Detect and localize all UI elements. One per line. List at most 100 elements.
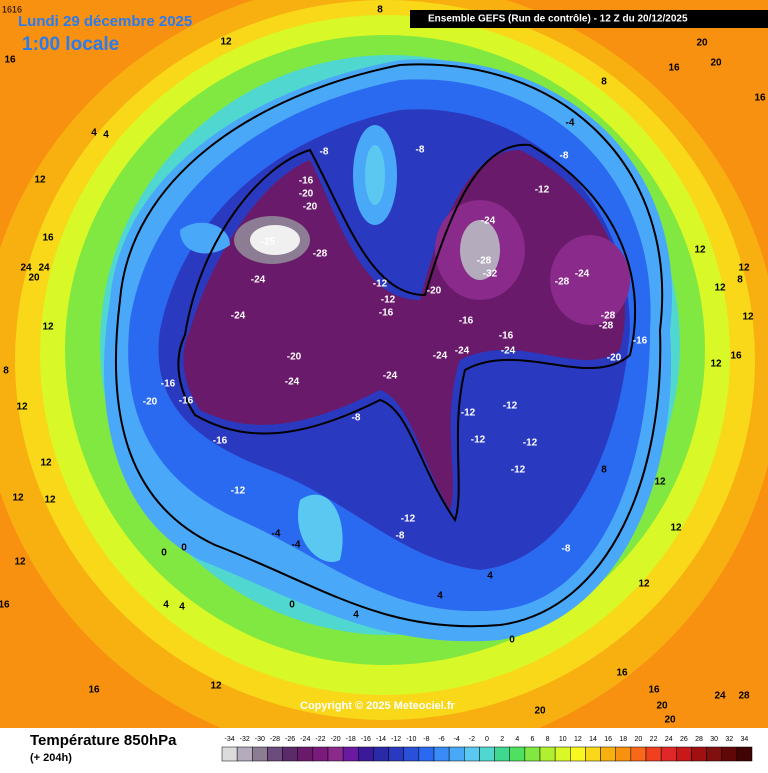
colorbar-label: -8 bbox=[423, 736, 429, 743]
map-label: 12 bbox=[714, 283, 726, 294]
map-label: -20 bbox=[427, 286, 442, 297]
color-swatch bbox=[509, 746, 526, 762]
map-label: 16 bbox=[616, 668, 628, 679]
color-swatch bbox=[721, 746, 738, 762]
map-label: 4 bbox=[103, 130, 109, 141]
map-label: -8 bbox=[320, 147, 329, 158]
colorbar-label: -6 bbox=[438, 736, 444, 743]
color-swatch bbox=[342, 746, 359, 762]
map-label: 16 bbox=[0, 600, 10, 611]
map-label: 16 bbox=[88, 685, 100, 696]
map-label: -20 bbox=[299, 189, 314, 200]
map-label: 12 bbox=[220, 37, 232, 48]
map-label: 20 bbox=[710, 58, 722, 69]
map-label: -16 bbox=[179, 396, 194, 407]
map-label: 12 bbox=[14, 557, 26, 568]
colorbar-label: 4 bbox=[515, 736, 519, 743]
colorbar-label: 12 bbox=[574, 736, 582, 743]
map-label: -8 bbox=[396, 531, 405, 542]
map-label: 12 bbox=[694, 245, 706, 256]
color-swatch bbox=[388, 746, 404, 762]
colorbar-label: -12 bbox=[391, 736, 401, 743]
colorbar-label: -14 bbox=[376, 736, 386, 743]
color-swatch bbox=[267, 746, 283, 762]
map-label: -24 bbox=[433, 351, 448, 362]
map-label: -8 bbox=[352, 413, 361, 424]
color-swatch bbox=[479, 746, 495, 762]
map-label: -12 bbox=[401, 514, 416, 525]
color-swatch bbox=[691, 746, 707, 762]
colorbar-label: 6 bbox=[530, 736, 534, 743]
map-label: -24 bbox=[231, 311, 246, 322]
map-label: -12 bbox=[381, 295, 396, 306]
contours bbox=[114, 63, 664, 628]
colorbar-label: 34 bbox=[741, 736, 749, 743]
color-swatch bbox=[282, 746, 298, 762]
map-label: -16 bbox=[633, 336, 648, 347]
colorbar-label: 26 bbox=[680, 736, 688, 743]
map-label: -28 bbox=[555, 277, 570, 288]
colorbar-label: 10 bbox=[559, 736, 567, 743]
colorbar-label: 0 bbox=[485, 736, 489, 743]
color-swatch bbox=[464, 746, 480, 762]
map-label: 0 bbox=[181, 543, 187, 554]
color-swatch bbox=[524, 746, 541, 762]
colorbar-label: 2 bbox=[500, 736, 504, 743]
valid-time: 1:00 locale bbox=[22, 34, 119, 55]
map-label: -12 bbox=[511, 465, 526, 476]
map-label: 12 bbox=[40, 458, 52, 469]
map-label: -12 bbox=[503, 401, 518, 412]
map-label: 4 bbox=[487, 571, 493, 582]
map-label: -12 bbox=[535, 185, 550, 196]
map-label: 12 bbox=[34, 175, 46, 186]
map-label: 4 bbox=[163, 600, 169, 611]
map-label: -8 bbox=[562, 544, 571, 555]
color-swatch bbox=[494, 746, 510, 762]
colorbar-label: -26 bbox=[285, 736, 295, 743]
map-label: 12 bbox=[742, 312, 754, 323]
map-label: -24 bbox=[575, 269, 590, 280]
map-label: -4 bbox=[566, 118, 575, 129]
map-label: 12 bbox=[12, 493, 24, 504]
map-label: -8 bbox=[560, 151, 569, 162]
map-label: -8 bbox=[416, 145, 425, 156]
map-label: -28 bbox=[599, 321, 614, 332]
colorbar-label: -24 bbox=[300, 736, 310, 743]
map-label: 8 bbox=[601, 465, 607, 476]
run-banner bbox=[410, 10, 768, 28]
map-label: 4 bbox=[179, 602, 185, 613]
map-label: -20 bbox=[303, 202, 318, 213]
colorbar-label: -34 bbox=[225, 736, 235, 743]
map-label: -16 bbox=[299, 176, 314, 187]
color-swatch bbox=[312, 746, 329, 762]
map-label: 16 bbox=[42, 233, 54, 244]
map-label: 16 bbox=[754, 93, 766, 104]
map-label: 12 bbox=[44, 495, 56, 506]
map-label: 20 bbox=[656, 701, 668, 712]
map-label: -20 bbox=[143, 397, 158, 408]
colorbar-label: 18 bbox=[619, 736, 627, 743]
color-swatch bbox=[418, 746, 435, 762]
map-label: 4 bbox=[91, 128, 97, 139]
map-label: 4 bbox=[353, 610, 359, 621]
colorbar-label: -4 bbox=[454, 736, 460, 743]
map-label: 20 bbox=[534, 706, 546, 717]
color-swatch bbox=[221, 746, 238, 762]
map-label: 4 bbox=[437, 591, 443, 602]
map-label: 0 bbox=[509, 635, 515, 646]
map-label: -16 bbox=[379, 308, 394, 319]
map-label: 20 bbox=[696, 38, 708, 49]
map-label: -4 bbox=[292, 540, 301, 551]
map-label: -12 bbox=[461, 408, 476, 419]
color-swatch bbox=[252, 746, 268, 762]
run-info: Ensemble GEFS (Run de contrôle) - 12 Z d… bbox=[428, 14, 688, 25]
color-swatch bbox=[448, 746, 465, 762]
colorbar-label: 16 bbox=[604, 736, 612, 743]
map-label: 24 bbox=[20, 263, 32, 274]
color-swatch bbox=[736, 746, 753, 762]
map-label: -20 bbox=[607, 353, 622, 364]
color-swatch bbox=[236, 746, 253, 762]
map-label: 8 bbox=[3, 366, 9, 377]
color-swatch bbox=[585, 746, 601, 762]
